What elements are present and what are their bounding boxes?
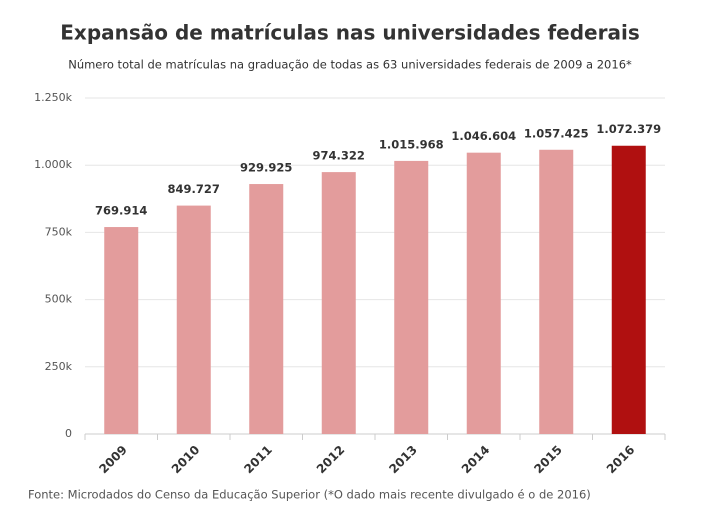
bar — [611, 145, 646, 435]
x-tick-label: 2009 — [96, 443, 130, 477]
x-tick-label: 2011 — [241, 443, 275, 477]
bar — [466, 152, 501, 434]
x-tick-label: 2010 — [169, 443, 203, 477]
bar — [249, 184, 284, 434]
x-tick-label: 2013 — [386, 443, 420, 477]
value-label: 849.727 — [168, 182, 220, 196]
value-label: 1.046.604 — [451, 129, 516, 143]
x-tick-label: 2016 — [604, 443, 638, 477]
y-tick-label: 250k — [45, 360, 73, 373]
bar — [176, 205, 211, 434]
source-note: Fonte: Microdados do Censo da Educação S… — [28, 488, 591, 502]
value-label: 929.925 — [240, 161, 292, 175]
x-tick-label: 2012 — [314, 443, 348, 477]
y-tick-label: 1.000k — [34, 158, 72, 171]
y-tick-label: 750k — [45, 225, 73, 238]
y-tick-label: 500k — [45, 293, 73, 306]
x-tick-label: 2014 — [459, 443, 493, 477]
value-label: 1.072.379 — [596, 122, 661, 136]
value-label: 769.914 — [95, 204, 147, 218]
chart-title: Expansão de matrículas nas universidades… — [60, 21, 639, 45]
chart-subtitle: Número total de matrículas na graduação … — [68, 58, 632, 72]
value-label: 1.015.968 — [379, 137, 444, 151]
y-tick-label: 0 — [65, 427, 72, 440]
bar — [321, 172, 356, 435]
value-label: 974.322 — [313, 149, 365, 163]
bar — [394, 160, 429, 434]
bar — [539, 149, 574, 434]
x-tick-label: 2015 — [531, 443, 565, 477]
value-label: 1.057.425 — [524, 126, 589, 140]
bar — [104, 227, 139, 434]
y-tick-label: 1.250k — [34, 91, 72, 104]
